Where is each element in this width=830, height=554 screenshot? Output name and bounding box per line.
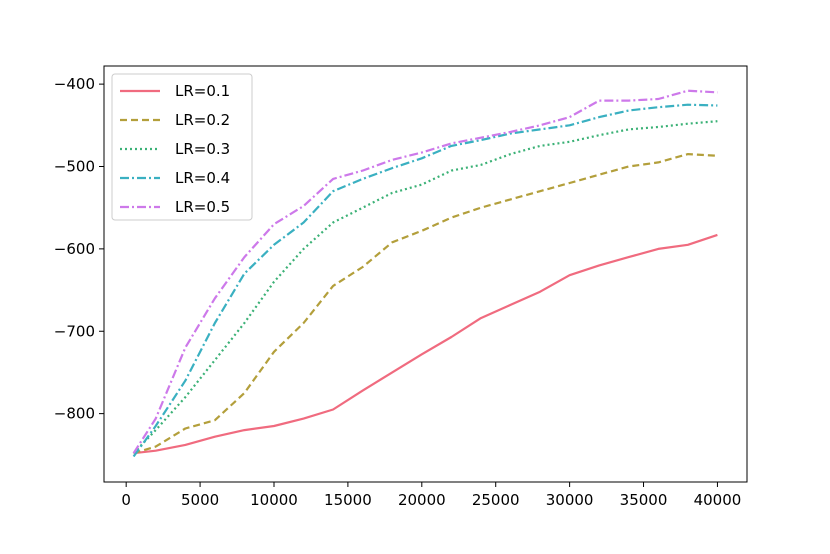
- series-line-5: [132, 89, 718, 454]
- y-axis-ticks: −400 −500 −600 −700 −800: [54, 75, 104, 423]
- legend-box: [111, 73, 253, 221]
- y-tick-label: −600: [54, 240, 95, 258]
- legend-label-5: LR=0.5: [175, 198, 230, 216]
- y-tick-label: −800: [54, 405, 95, 423]
- series-line-4: [132, 103, 718, 458]
- series-lines: [132, 89, 718, 458]
- plot-frame: [103, 65, 748, 483]
- x-tick-label: 20000: [398, 491, 446, 509]
- series-line-1: [133, 233, 718, 455]
- x-tick-label: 15000: [324, 491, 372, 509]
- legend-items: LR=0.1 LR=0.2 LR=0.3 LR=0.4 LR=0.5: [120, 82, 230, 216]
- y-tick-label: −400: [54, 75, 95, 93]
- legend-label-1: LR=0.1: [175, 82, 230, 100]
- x-tick-label: 25000: [472, 491, 520, 509]
- legend-label-4: LR=0.4: [175, 169, 230, 187]
- legend-label-2: LR=0.2: [175, 111, 230, 129]
- y-tick-label: −500: [54, 157, 95, 175]
- x-tick-label: 0: [121, 491, 131, 509]
- y-tick-label: −700: [54, 322, 95, 340]
- legend: LR=0.1 LR=0.2 LR=0.3 LR=0.4 LR=0.5: [111, 73, 253, 221]
- x-axis-ticks: 0 5000 10000 15000 20000 25000 30000 35000 40000: [121, 482, 741, 509]
- x-tick-label: 5000: [181, 491, 219, 509]
- series-line-2: [133, 153, 718, 455]
- x-tick-label: 35000: [620, 491, 668, 509]
- x-tick-label: 10000: [250, 491, 298, 509]
- x-tick-label: 40000: [694, 491, 742, 509]
- x-tick-label: 30000: [546, 491, 594, 509]
- legend-label-3: LR=0.3: [175, 140, 230, 158]
